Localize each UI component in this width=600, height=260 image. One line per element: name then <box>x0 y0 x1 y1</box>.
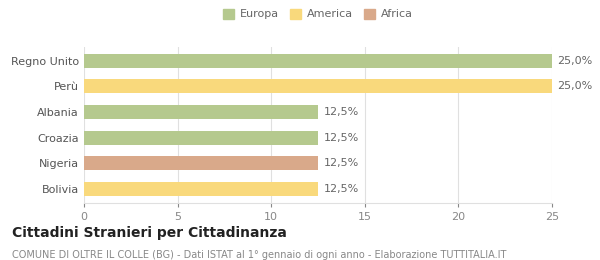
Bar <box>84 182 318 196</box>
Text: COMUNE DI OLTRE IL COLLE (BG) - Dati ISTAT al 1° gennaio di ogni anno - Elaboraz: COMUNE DI OLTRE IL COLLE (BG) - Dati IST… <box>12 250 506 259</box>
Text: 12,5%: 12,5% <box>323 158 359 168</box>
Bar <box>84 131 318 145</box>
Bar <box>84 156 318 170</box>
Text: 25,0%: 25,0% <box>557 81 593 92</box>
Bar <box>84 54 552 68</box>
Legend: Europa, America, Africa: Europa, America, Africa <box>223 9 413 20</box>
Text: 12,5%: 12,5% <box>323 133 359 142</box>
Bar <box>84 80 552 94</box>
Text: Cittadini Stranieri per Cittadinanza: Cittadini Stranieri per Cittadinanza <box>12 226 287 240</box>
Text: 25,0%: 25,0% <box>557 56 593 66</box>
Bar <box>84 105 318 119</box>
Text: 12,5%: 12,5% <box>323 107 359 117</box>
Text: 12,5%: 12,5% <box>323 184 359 194</box>
